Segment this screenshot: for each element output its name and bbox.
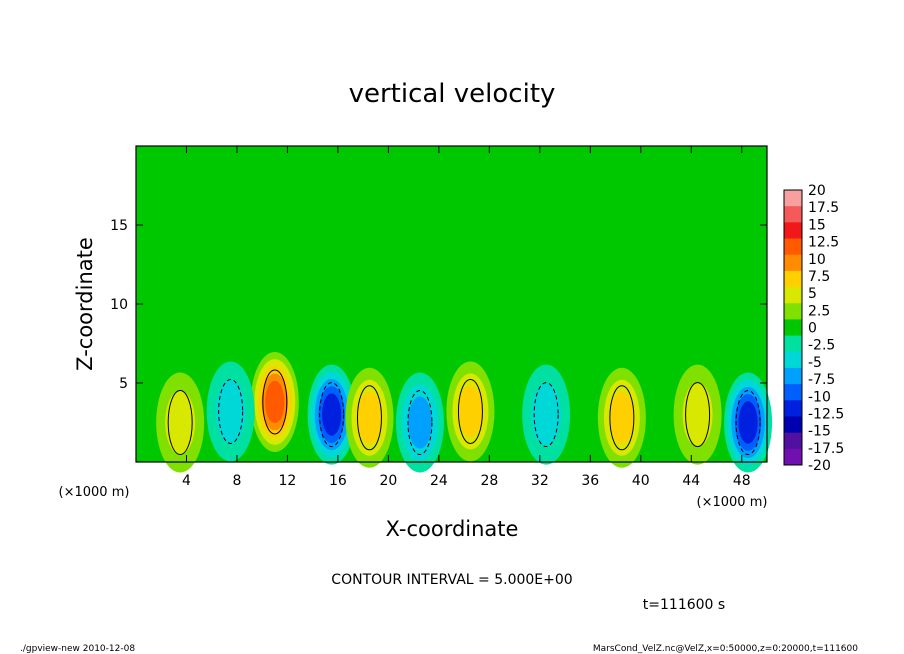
contour-line <box>685 382 711 448</box>
contour-fill <box>357 391 382 444</box>
colorbar-swatch <box>784 400 802 417</box>
velocity-cell-downdraft <box>724 372 773 473</box>
y-tick-label: 5 <box>119 376 128 392</box>
contour-line <box>356 385 382 451</box>
colorbar-label: 5 <box>808 286 817 302</box>
x-tick-label: 36 <box>581 473 599 489</box>
time-text: t=111600 s <box>643 597 725 613</box>
y-axis-unit: (×1000 m) <box>59 485 130 500</box>
colorbar-label: -10 <box>808 389 831 405</box>
x-tick-label: 48 <box>733 473 751 489</box>
colorbar-swatch <box>784 351 802 369</box>
colorbar-swatch <box>784 335 802 353</box>
velocity-cell-updraft <box>446 361 495 462</box>
colorbar-swatch <box>784 384 802 401</box>
x-axis-label: X-coordinate <box>386 517 519 541</box>
x-tick-label: 24 <box>430 473 448 489</box>
y-tick-label: 10 <box>110 297 128 313</box>
x-tick-label: 40 <box>632 473 650 489</box>
colorbar-swatch <box>784 416 802 434</box>
colorbar-label: -17.5 <box>808 441 844 457</box>
contour-line <box>319 382 345 448</box>
contour-line <box>735 390 761 455</box>
colorbar-swatch <box>784 190 802 207</box>
velocity-field <box>156 351 773 473</box>
colorbar-label: -2.5 <box>808 338 835 354</box>
velocity-cell-downdraft <box>395 372 444 473</box>
colorbar-swatch <box>784 319 802 337</box>
x-axis-unit: (×1000 m) <box>697 495 768 510</box>
chart-title: vertical velocity <box>349 79 556 109</box>
colorbar-swatch <box>784 254 802 272</box>
velocity-cell-updraft <box>250 351 299 452</box>
contour-line <box>457 378 483 444</box>
velocity-cell-downdraft <box>522 364 571 465</box>
contour-fill <box>322 393 342 436</box>
y-tick-label: 15 <box>110 218 128 234</box>
colorbar-swatch <box>784 367 802 385</box>
x-tick-label: 44 <box>682 473 700 489</box>
colorbar-label: 12.5 <box>808 235 839 251</box>
velocity-cell-updraft <box>345 367 394 468</box>
x-tick-label: 28 <box>480 473 498 489</box>
contour-fill <box>215 379 246 444</box>
colorbar-label: 15 <box>808 217 826 233</box>
contour-line <box>167 390 193 455</box>
colorbar-label: 10 <box>808 252 826 268</box>
contour-fill <box>265 380 285 424</box>
colorbar-label: -15 <box>808 424 831 440</box>
velocity-cell-updraft <box>597 367 646 468</box>
colorbar-swatch <box>784 238 802 256</box>
contour-fill <box>682 382 713 447</box>
contour-fill <box>165 390 196 455</box>
contour-fill <box>458 385 483 438</box>
contour-line <box>407 390 433 455</box>
contour-interval-text: CONTOUR INTERVAL = 5.000E+00 <box>331 572 572 588</box>
contour-fill <box>609 391 634 444</box>
colorbar-label: -12.5 <box>808 406 844 422</box>
contour-fill <box>531 382 562 447</box>
x-tick-label: 8 <box>232 473 241 489</box>
colorbar-label: 7.5 <box>808 269 830 285</box>
footer-left: ./gpview-new 2010-12-08 <box>20 644 135 654</box>
colorbar-label: -7.5 <box>808 372 835 388</box>
y-axis: 5 10 15 <box>110 218 767 392</box>
velocity-cell-downdraft <box>307 364 356 465</box>
contour-line <box>218 378 244 444</box>
colorbar-label: 17.5 <box>808 200 839 216</box>
velocity-cell-updraft <box>673 364 722 465</box>
colorbar-label: 0 <box>808 321 817 337</box>
x-axis: 4 8 12 16 20 24 28 32 36 40 44 48 <box>182 146 751 489</box>
colorbar-label: -5 <box>808 355 822 371</box>
colorbar-frame <box>783 189 803 466</box>
footer-right: MarsCond_VelZ.nc@VelZ,x=0:50000,z=0:2000… <box>593 644 858 654</box>
colorbar-swatch <box>784 303 802 320</box>
colorbar-label: 20 <box>808 183 826 199</box>
contour-line <box>533 382 559 448</box>
contour-line <box>262 369 288 435</box>
colorbar-swatch <box>784 222 802 240</box>
contour-fill <box>738 401 758 444</box>
colorbar-swatch <box>784 448 802 466</box>
x-tick-label: 32 <box>531 473 549 489</box>
colorbar-swatch <box>784 270 802 288</box>
colorbar-swatch <box>784 206 802 223</box>
y-axis-label: Z-coordinate <box>73 237 97 371</box>
velocity-cell-updraft <box>156 372 205 473</box>
colorbar-swatch <box>784 287 802 304</box>
contour-line <box>609 385 635 451</box>
x-tick-label: 4 <box>182 473 191 489</box>
velocity-cell-downdraft <box>206 361 255 462</box>
colorbar-label: -20 <box>808 458 831 474</box>
colorbar-label: 2.5 <box>808 303 830 319</box>
colorbar-swatch <box>784 432 802 450</box>
contour-fill <box>407 396 432 449</box>
x-tick-label: 20 <box>379 473 397 489</box>
x-tick-label: 12 <box>279 473 297 489</box>
x-tick-label: 16 <box>329 473 347 489</box>
